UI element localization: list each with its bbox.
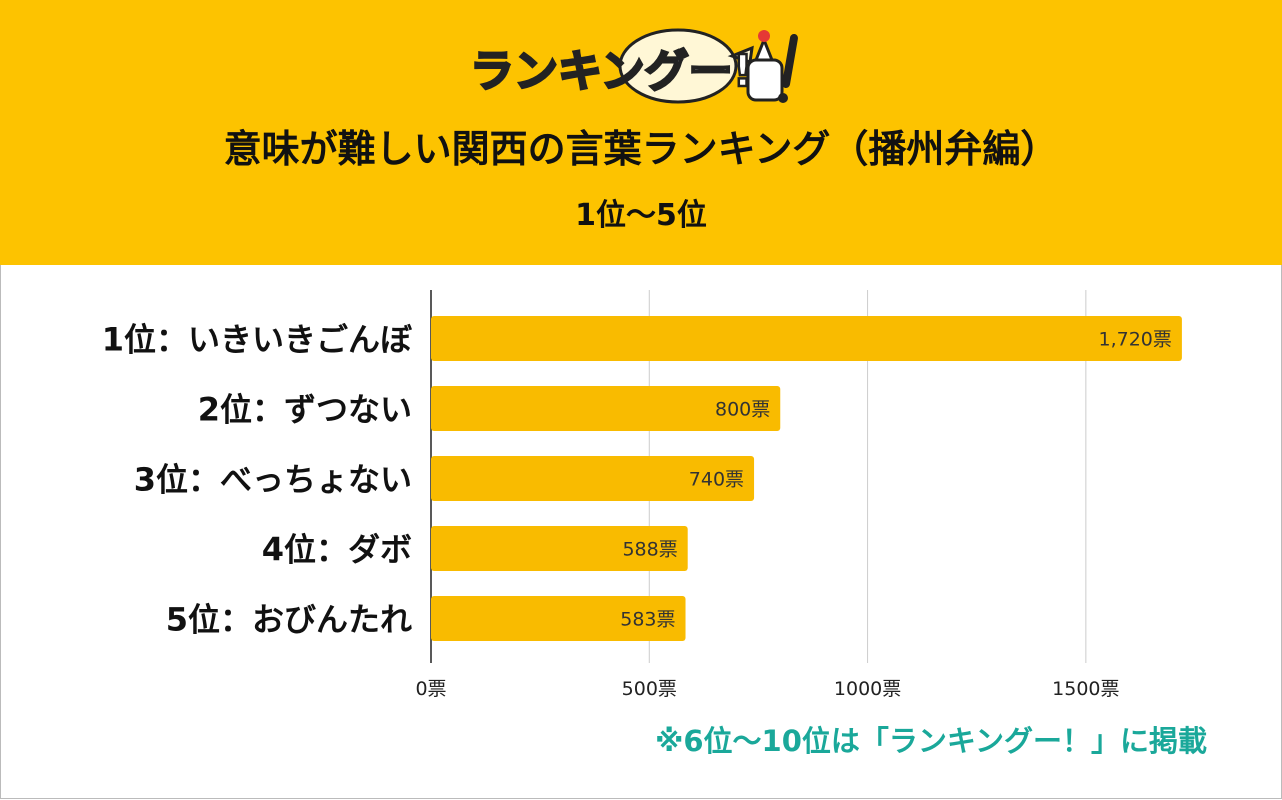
category-label: 2位：ずつない [198, 391, 412, 429]
chart-title: 意味が難しい関西の言葉ランキング（播州弁編） [223, 127, 1059, 171]
bar [431, 316, 1182, 361]
x-tick-label: 500票 [622, 678, 677, 700]
data-label: 1,720票 [1098, 329, 1171, 351]
x-tick-label: 1500票 [1052, 678, 1119, 700]
x-tick-label: 0票 [415, 678, 446, 700]
bar-chart: 0票 500票 1000票 1500票 1,720票 1位：いきいきごんぼ 800票 2位：ず… [102, 290, 1182, 700]
footer-note: ※6位～10位は「ランキングー！」に掲載 [655, 724, 1207, 758]
category-label: 4位：ダボ [262, 531, 412, 569]
header-banner: ランキングー! 意味が難しい関西の言葉ランキング（播州弁編） 1位～5位 [0, 0, 1282, 265]
data-label: 740票 [689, 469, 744, 491]
x-tick-label: 1000票 [834, 678, 901, 700]
ranking-goo-logo: ランキングー! [469, 28, 798, 104]
chart-subtitle: 1位～5位 [575, 198, 707, 233]
bar [431, 526, 688, 571]
bar [431, 386, 781, 431]
bar [431, 596, 686, 641]
data-label: 583票 [620, 609, 675, 631]
svg-text:ランキングー!: ランキングー! [470, 46, 753, 97]
bar [431, 456, 755, 501]
category-label: 1位：いきいきごんぼ [102, 321, 413, 359]
category-label: 3位：べっちょない [134, 461, 412, 499]
data-label: 588票 [622, 539, 677, 561]
category-label: 5位：おびんたれ [166, 601, 412, 639]
data-label: 800票 [715, 399, 770, 421]
